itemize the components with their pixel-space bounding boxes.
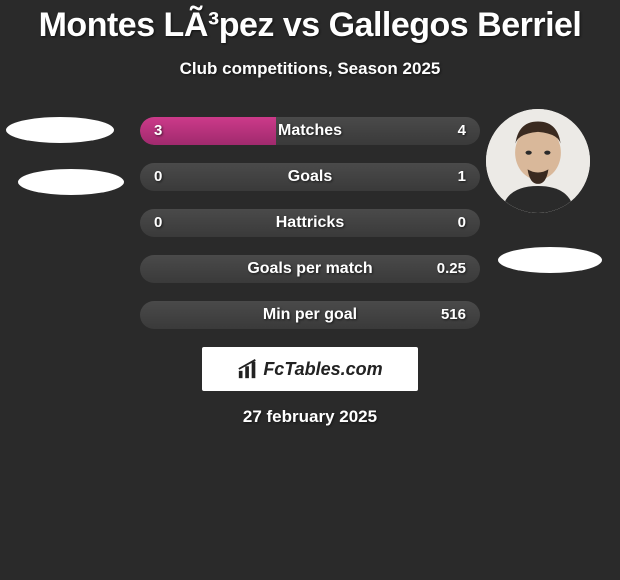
stat-label: Hattricks	[140, 209, 480, 237]
stat-label: Min per goal	[140, 301, 480, 329]
player-left-avatar-shadow-2	[18, 169, 124, 195]
comparison-title: Montes LÃ³pez vs Gallegos Berriel	[0, 0, 620, 45]
stat-row: 516Min per goal	[140, 301, 480, 329]
stat-label: Goals	[140, 163, 480, 191]
player-right-avatar	[486, 109, 590, 213]
stat-row: 0.25Goals per match	[140, 255, 480, 283]
bar-chart-icon	[237, 358, 259, 380]
stat-label: Matches	[140, 117, 480, 145]
player-left-avatar-shadow	[6, 117, 114, 143]
comparison-subtitle: Club competitions, Season 2025	[0, 59, 620, 79]
stat-row: 01Goals	[140, 163, 480, 191]
avatar-placeholder-icon	[486, 109, 590, 213]
stat-row: 34Matches	[140, 117, 480, 145]
stat-row: 00Hattricks	[140, 209, 480, 237]
player-right-avatar-shadow	[498, 247, 602, 273]
source-logo: FcTables.com	[202, 347, 418, 391]
source-logo-text: FcTables.com	[263, 359, 382, 380]
stat-label: Goals per match	[140, 255, 480, 283]
stat-rows: 34Matches 01Goals 00Hattricks 0.25Goals per…	[140, 117, 480, 329]
comparison-date: 27 february 2025	[0, 407, 620, 427]
stats-area: 34Matches 01Goals 00Hattricks 0.25Goals per…	[0, 117, 620, 329]
